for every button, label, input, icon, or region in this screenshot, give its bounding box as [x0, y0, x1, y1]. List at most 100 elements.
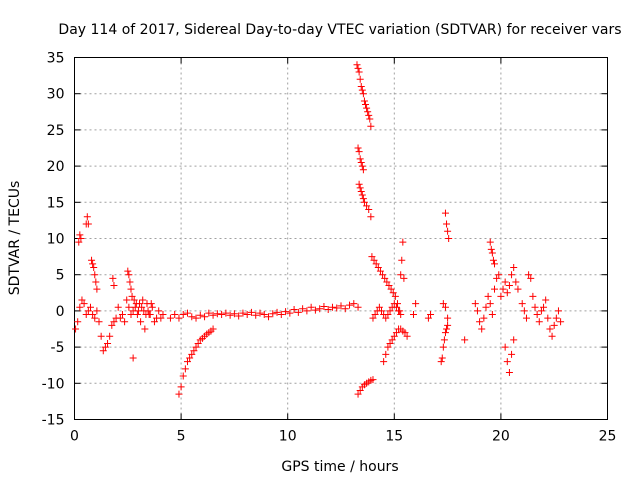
data-point-high-arc [363, 104, 371, 112]
data-point-baseline [110, 318, 118, 326]
data-point-mid-15 [397, 311, 405, 319]
data-point-baseline [337, 302, 345, 310]
x-tick-label: 5 [177, 429, 186, 445]
data-point-baseline [260, 311, 268, 319]
data-point-hours-19-21 [486, 238, 494, 246]
data-point-hours-19-21 [535, 318, 543, 326]
data-point-baseline [277, 311, 285, 319]
data-point-decline-14 [391, 292, 399, 300]
data-point-descending-arc [192, 343, 200, 351]
data-point-mid-15 [382, 314, 390, 322]
data-point-descending-arc [188, 350, 196, 358]
data-point-hours-16-18 [437, 358, 445, 366]
data-point-hours-19-21 [493, 274, 501, 282]
data-point-mid-15 [392, 303, 400, 311]
data-point-early-arc [83, 213, 91, 221]
data-point-baseline [213, 310, 221, 318]
data-point-baseline [226, 311, 234, 319]
data-point-hours-19-21 [522, 314, 530, 322]
data-point-baseline [299, 305, 307, 313]
data-point-baseline [97, 332, 105, 340]
data-point-mid-15 [400, 274, 408, 282]
data-point-hours-19-21 [508, 350, 516, 358]
data-point-baseline [118, 311, 126, 319]
data-point-baseline [316, 305, 324, 313]
data-point-decline-14 [379, 271, 387, 279]
data-point-early-arc [128, 292, 136, 300]
data-point-early-arc [110, 282, 118, 290]
data-point-hours-19-21 [471, 300, 479, 308]
data-point-high-arc [359, 195, 367, 203]
data-point-baseline [82, 311, 90, 319]
y-tick-label: -5 [51, 340, 65, 356]
data-point-baseline [80, 300, 88, 308]
data-point-high-arc [357, 187, 365, 195]
data-point-hours-19-21 [503, 358, 511, 366]
data-point-baseline [273, 308, 281, 316]
data-point-early-arc [91, 271, 99, 279]
data-point-hours-19-21 [518, 300, 526, 308]
data-point-decline-14 [372, 260, 380, 268]
data-point-baseline [131, 303, 139, 311]
data-point-descending-arc [209, 325, 217, 333]
data-point-decline-14 [381, 274, 389, 282]
x-axis-label: GPS time / hours [281, 459, 398, 475]
y-tick-labels: -15 -10 -5 0 5 10 15 20 25 30 35 [42, 51, 65, 429]
data-point-baseline [209, 311, 217, 319]
data-point-descending-arc [186, 354, 194, 362]
data-point-mid-15 [397, 271, 405, 279]
y-tick-label: 20 [47, 159, 65, 175]
data-point-decline-14 [368, 253, 376, 261]
data-point-mid-15 [390, 332, 398, 340]
data-point-high-arc [357, 158, 365, 166]
data-point-baseline [243, 311, 251, 319]
data-point-hours-19-21 [505, 368, 513, 376]
data-point-hours-19-21 [537, 307, 545, 315]
data-point-baseline [86, 303, 94, 311]
data-point-baseline [127, 311, 135, 319]
data-point-mid-15 [401, 329, 409, 337]
data-point-baseline [354, 303, 362, 311]
data-point-hours-19-21 [501, 343, 509, 351]
data-point-early-arc [127, 285, 135, 293]
data-point-low-arc [369, 376, 377, 384]
y-tick-label: 25 [47, 123, 65, 139]
data-point-high-arc [359, 90, 367, 98]
data-point-baseline [222, 309, 230, 317]
data-point-hours-19-21 [503, 289, 511, 297]
data-point-baseline [256, 309, 264, 317]
data-point-mid-15 [398, 256, 406, 264]
data-point-baseline [188, 313, 196, 321]
data-point-mid-15 [386, 339, 394, 347]
data-point-hours-16-18 [443, 325, 451, 333]
data-point-hours-19-21 [480, 314, 488, 322]
data-point-hours-19-21 [484, 292, 492, 300]
data-point-hours-19-21 [554, 307, 562, 315]
data-point-hours-19-21 [476, 318, 484, 326]
data-point-mid-15 [382, 350, 390, 358]
data-point-hours-16-18 [441, 329, 449, 337]
data-point-hours-19-21 [514, 285, 522, 293]
data-point-high-arc [362, 101, 370, 109]
data-point-hours-19-21 [546, 325, 554, 333]
data-point-hours-19-21 [520, 307, 528, 315]
data-point-baseline [123, 296, 131, 304]
data-point-baseline [95, 318, 103, 326]
data-point-hours-19-21 [512, 278, 520, 286]
chart-title: Day 114 of 2017, Sidereal Day-to-day VTE… [58, 22, 621, 38]
data-point-baseline [265, 313, 273, 321]
data-point-hours-19-21 [557, 318, 565, 326]
data-point-high-arc [355, 180, 363, 188]
data-point-hours-19-21 [533, 311, 541, 319]
data-point-hours-16-18 [440, 336, 448, 344]
data-point-baseline [341, 305, 349, 313]
data-point-hours-16-18 [439, 300, 447, 308]
data-point-hours-19-21 [497, 292, 505, 300]
data-point-baseline [175, 314, 183, 322]
data-point-early-arc [88, 256, 96, 264]
data-point-high-arc [367, 213, 375, 221]
data-point-hours-16-18 [438, 354, 446, 362]
data-point-hours-16-18 [441, 209, 449, 217]
data-point-early-arc [93, 285, 101, 293]
data-point-high-arc [356, 184, 364, 192]
